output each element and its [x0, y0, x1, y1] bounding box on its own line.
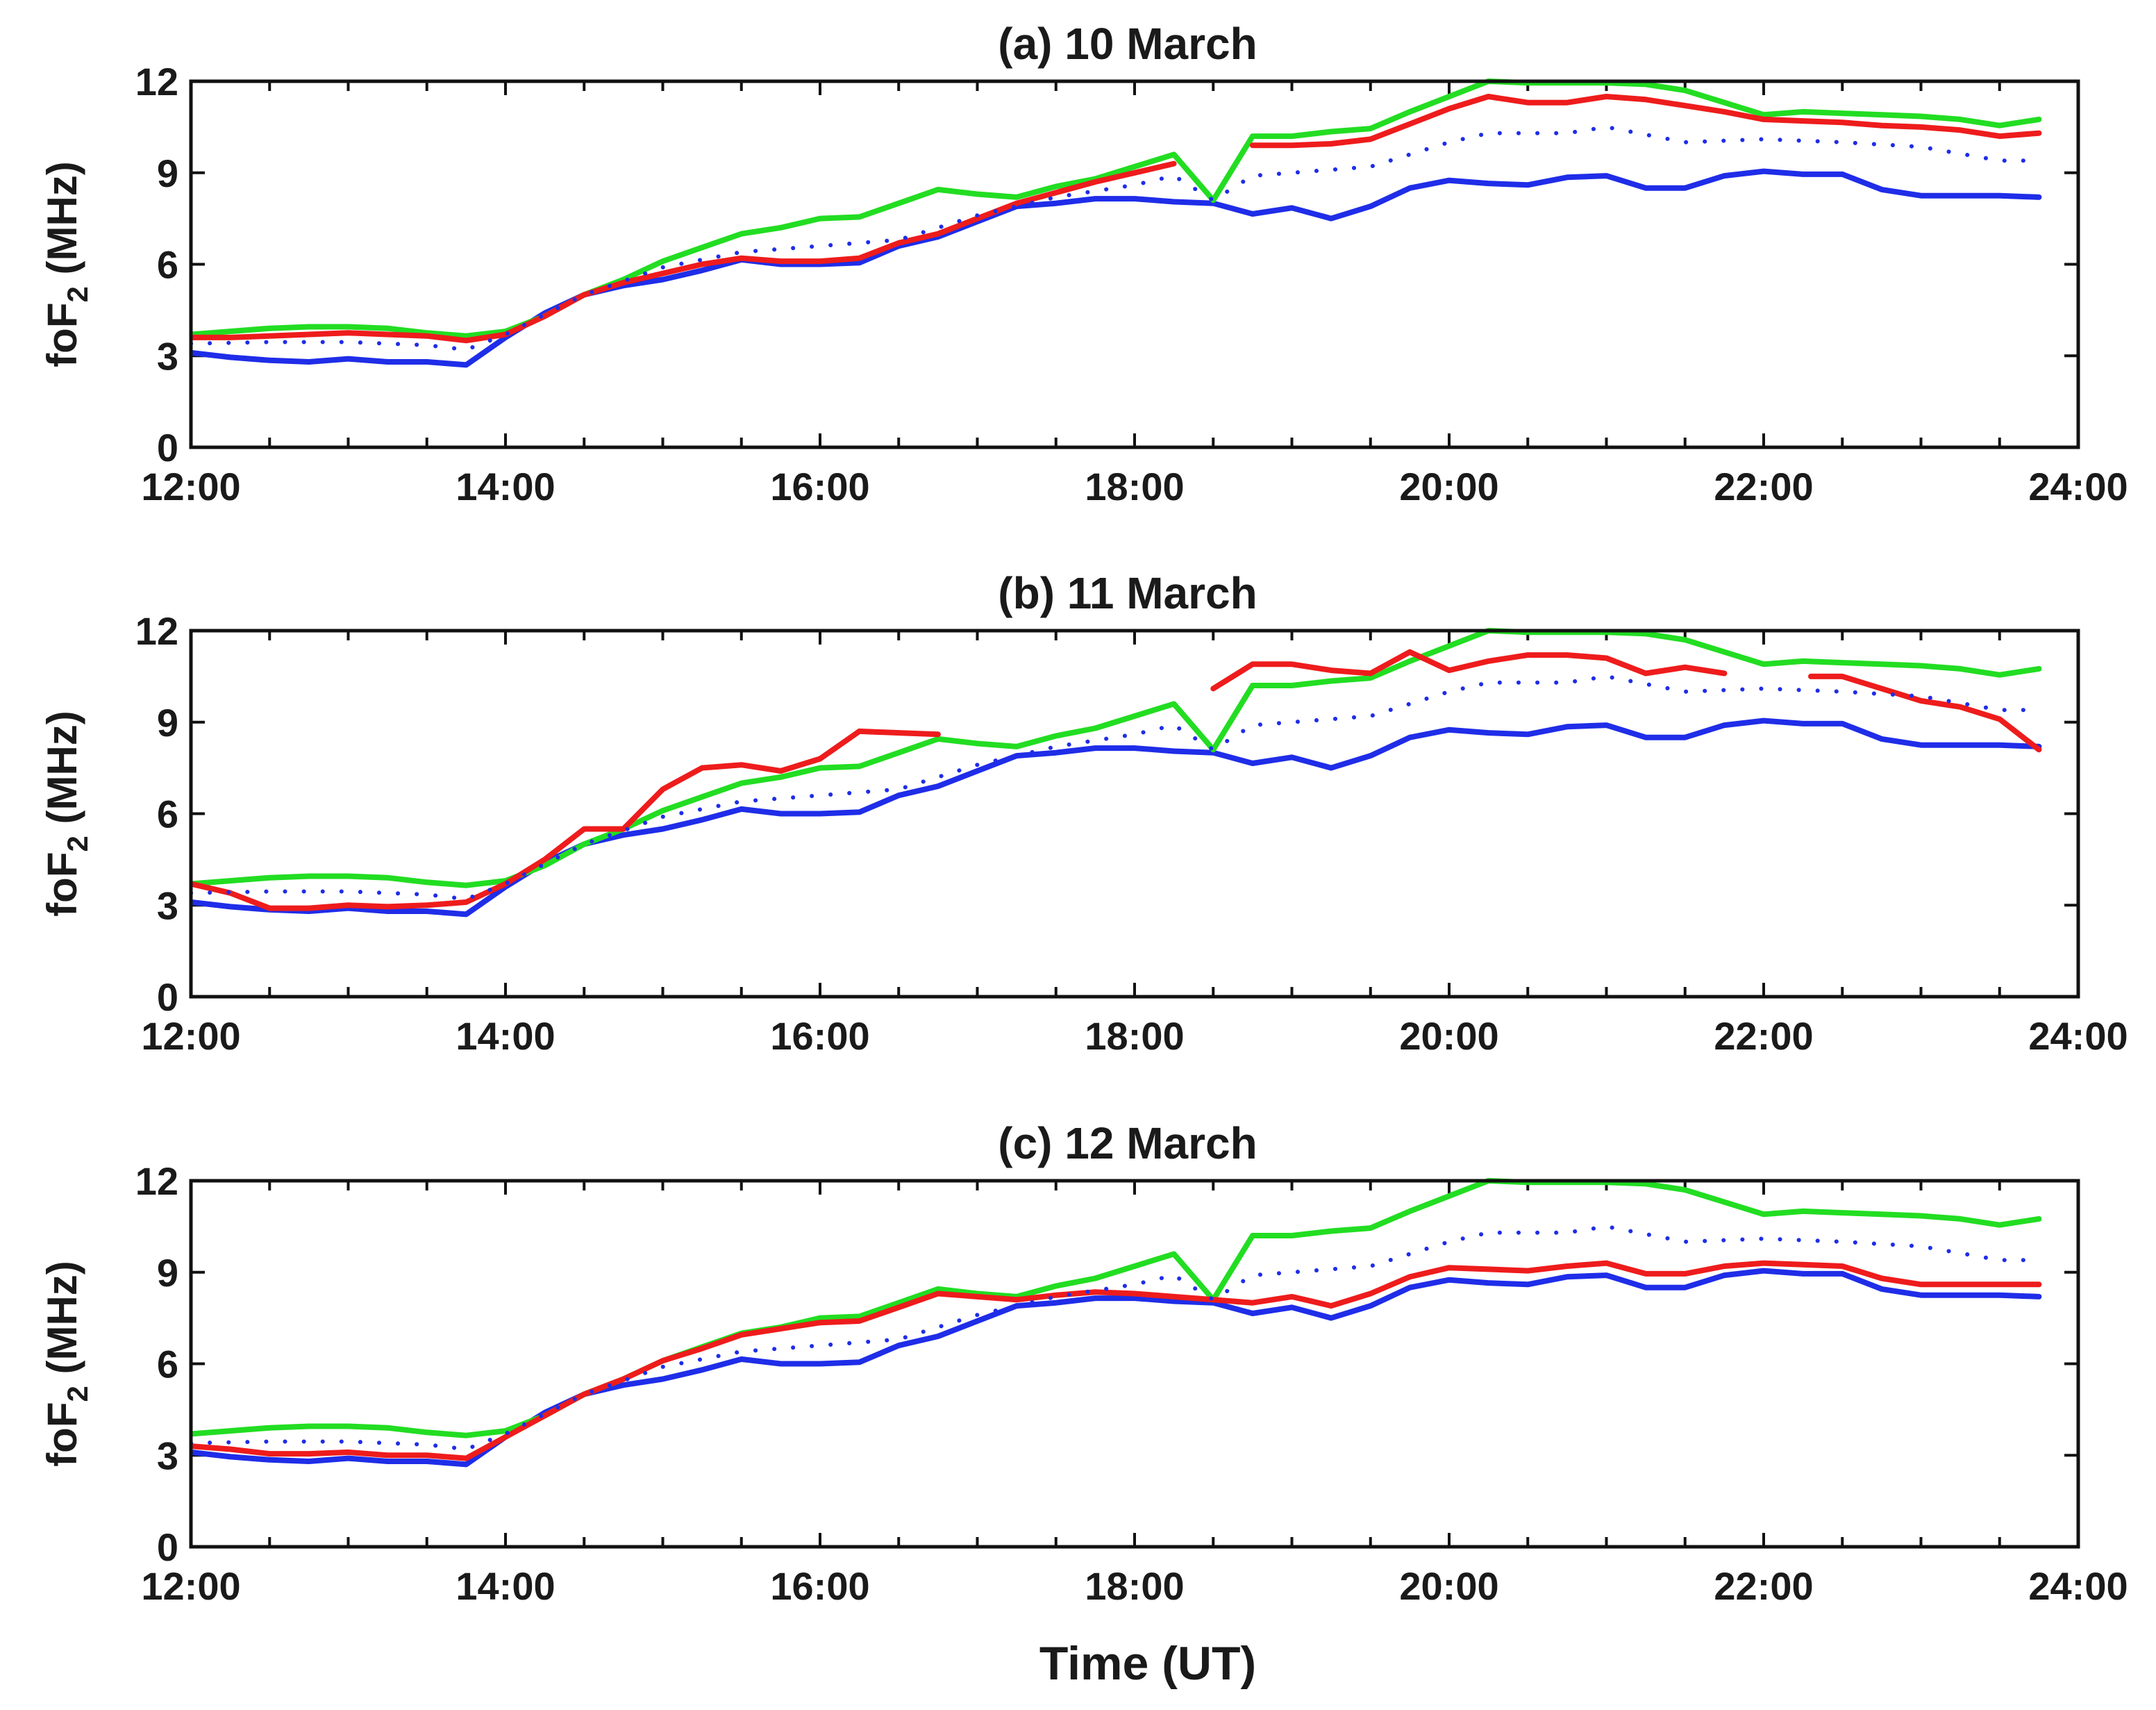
x-tick-label: 12:00 [141, 1014, 240, 1058]
y-tick-label: 0 [157, 975, 178, 1019]
y-tick-label: 0 [157, 426, 178, 470]
series-line-red [191, 728, 941, 911]
y-axis-label-main: foF [39, 303, 85, 367]
y-axis-label: foF2 (MHz) [39, 711, 94, 917]
panel-title: (c) 12 March [998, 1118, 1257, 1168]
series-line-green [191, 1178, 2042, 1438]
x-tick-label: 16:00 [770, 1564, 869, 1608]
x-tick-label: 18:00 [1085, 465, 1184, 508]
y-tick-label: 9 [157, 1251, 178, 1295]
series-line-red [1808, 673, 2042, 753]
y-axis-label-unit: (MHz) [39, 1261, 85, 1386]
y-axis-label-main: foF [39, 852, 85, 917]
y-axis-label-unit: (MHz) [39, 711, 85, 836]
x-tick-label: 20:00 [1399, 1014, 1498, 1058]
series-line-red [1210, 649, 1728, 692]
y-tick-label: 6 [157, 792, 178, 836]
x-tick-label: 20:00 [1399, 1564, 1498, 1608]
x-tick-label: 16:00 [770, 465, 869, 508]
y-axis-label-subscript: 2 [61, 286, 94, 302]
series-group [191, 78, 2042, 368]
x-tick-label: 14:00 [456, 1564, 555, 1608]
panel-c: (c) 12 March foF2 (MHz) 12:00 14:00 16:00 18:… [39, 1118, 2128, 1608]
x-tick-label: 24:00 [2028, 1014, 2128, 1058]
series-line-red [191, 160, 1177, 344]
series-line-green [191, 628, 2042, 888]
x-tick-label: 22:00 [1714, 465, 1813, 508]
y-tick-label: 9 [157, 701, 178, 745]
x-tick-label: 14:00 [456, 465, 555, 508]
y-tick-label: 9 [157, 151, 178, 195]
x-tick-label: 12:00 [141, 465, 240, 508]
x-tick-label: 24:00 [2028, 1564, 2128, 1608]
y-tick-label: 3 [157, 883, 178, 927]
series-line-green [191, 78, 2042, 339]
y-axis-label-subscript: 2 [61, 836, 94, 852]
panel-title: (a) 10 March [998, 19, 1257, 69]
series-line-blue [191, 168, 2042, 368]
plot-frame [189, 79, 2080, 449]
panel-a: (a) 10 March foF2 (MHz) 12:00 14:00 16:00 18:… [39, 19, 2128, 508]
y-axis-label: foF2 (MHz) [39, 161, 94, 367]
series-line-blue [191, 717, 2042, 918]
y-axis-label-main: foF [39, 1402, 85, 1467]
x-tick-label: 18:00 [1085, 1014, 1184, 1058]
y-tick-label: 0 [157, 1525, 178, 1569]
x-tick-label: 22:00 [1714, 1564, 1813, 1608]
x-axis-label: Time (UT) [1039, 1637, 1256, 1690]
y-axis-label-subscript: 2 [61, 1386, 94, 1402]
panel-title: (b) 11 March [998, 568, 1257, 618]
y-tick-label: 12 [135, 1159, 178, 1203]
y-tick-label: 6 [157, 1343, 178, 1386]
plot-frame [189, 1179, 2080, 1549]
y-tick-label: 3 [157, 1434, 178, 1477]
x-tick-label: 14:00 [456, 1014, 555, 1058]
panel-b: (b) 11 March foF2 (MHz) 12:00 14:00 16:00 18:… [39, 568, 2128, 1058]
x-tick-label: 12:00 [141, 1564, 240, 1608]
y-axis-label: foF2 (MHz) [39, 1261, 94, 1467]
x-tick-label: 24:00 [2028, 465, 2128, 508]
series-group [191, 1178, 2042, 1468]
y-tick-label: 6 [157, 243, 178, 287]
y-tick-label: 12 [135, 609, 178, 653]
series-line-red [191, 1260, 2042, 1461]
x-tick-label: 20:00 [1399, 465, 1498, 508]
y-axis-label-unit: (MHz) [39, 161, 85, 286]
series-group [191, 628, 2042, 918]
series-line-red [1249, 94, 2042, 149]
y-tick-label: 3 [157, 334, 178, 378]
x-tick-label: 18:00 [1085, 1564, 1184, 1608]
y-tick-label: 12 [135, 60, 178, 103]
x-tick-label: 16:00 [770, 1014, 869, 1058]
x-tick-label: 22:00 [1714, 1014, 1813, 1058]
plot-frame [189, 629, 2080, 999]
